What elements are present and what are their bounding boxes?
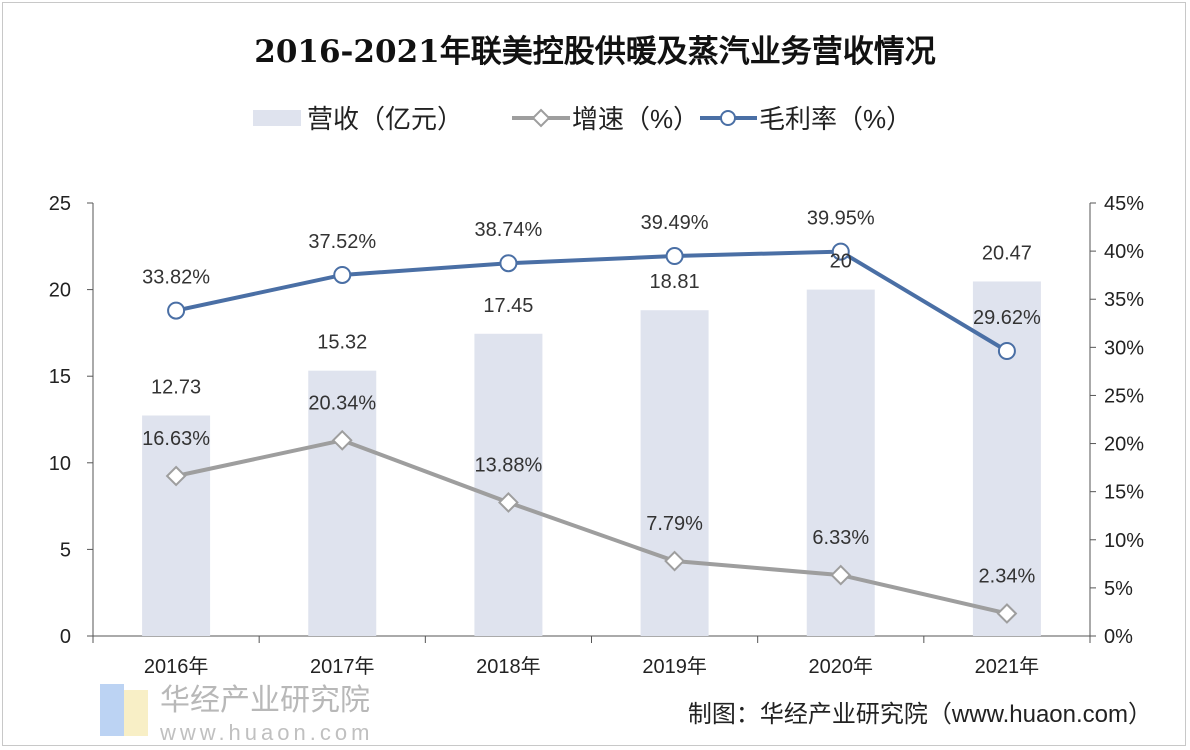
y-right-tick-label: 20% xyxy=(1104,434,1144,456)
margin-point xyxy=(997,341,1016,360)
growth-point xyxy=(996,603,1018,624)
margin-point xyxy=(831,242,850,261)
y-right-tick-label: 30% xyxy=(1104,337,1144,359)
legend-circle-icon xyxy=(720,110,736,126)
x-tick-label: 2018年 xyxy=(476,655,541,678)
growth-point xyxy=(664,550,685,572)
margin-point xyxy=(665,247,684,266)
x-tick-label: 2021年 xyxy=(975,655,1040,678)
margin-label: 29.62% xyxy=(973,307,1041,329)
watermark: 华经产业研究院 www.huaon.com xyxy=(100,684,373,745)
legend-swatch-revenue xyxy=(253,110,301,126)
growth-label: 20.34% xyxy=(308,392,376,414)
y-left-tick-label: 20 xyxy=(49,280,71,302)
bar-revenue xyxy=(474,333,543,636)
growth-label: 6.33% xyxy=(812,527,869,549)
watermark-text: 华经产业研究院 xyxy=(160,684,370,717)
y-right-tick-label: 5% xyxy=(1104,578,1133,600)
margin-label: 39.49% xyxy=(641,212,709,234)
x-tick-label: 2016年 xyxy=(144,655,209,678)
x-tick-label: 2020年 xyxy=(809,655,874,678)
line-growth xyxy=(175,438,1008,616)
bar-revenue xyxy=(972,281,1041,636)
growth-point xyxy=(331,429,353,451)
growth-point xyxy=(498,492,519,513)
bar-label: 15.32 xyxy=(317,332,367,354)
watermark-logo-yellow xyxy=(124,690,148,736)
margin-point xyxy=(167,301,186,320)
growth-label: 7.79% xyxy=(646,513,703,535)
bar-label: 12.73 xyxy=(151,377,201,399)
x-tick-label: 2017年 xyxy=(310,655,375,678)
y-right-tick-label: 40% xyxy=(1104,241,1144,263)
y-right-tick-label: 25% xyxy=(1104,385,1144,407)
y-left-tick-label: 25 xyxy=(49,193,71,215)
legend-label-growth: 增速（%） xyxy=(572,104,699,134)
margin-label: 39.95% xyxy=(807,208,875,230)
margin-point xyxy=(499,254,518,273)
growth-label: 13.88% xyxy=(474,454,542,476)
x-tick-label: 2019年 xyxy=(642,655,707,678)
legend-diamond-icon xyxy=(531,108,551,128)
line-margin xyxy=(175,249,1008,353)
bar-revenue xyxy=(308,370,377,636)
y-right-tick-label: 15% xyxy=(1104,482,1144,504)
y-right-tick-label: 10% xyxy=(1104,530,1144,552)
watermark-url: www.huaon.com xyxy=(159,720,373,745)
data-labels: 12.73 15.32 17.45 18.81 20 20.47 16.63% 20.34% 1… xyxy=(142,208,1041,588)
margin-point xyxy=(333,265,352,284)
y-right-tick-label: 45% xyxy=(1104,193,1144,215)
footer-source: 制图：华经产业研究院（www.huaon.com） xyxy=(688,701,1152,728)
chart-title: 2016-2021年联美控股供暖及蒸汽业务营收情况 xyxy=(254,34,935,70)
legend-label-revenue: 营收（亿元） xyxy=(307,104,463,134)
bar-revenue xyxy=(142,415,211,636)
y-left-tick-label: 15 xyxy=(49,366,71,388)
y-left-tick-label: 10 xyxy=(49,453,71,475)
legend: 营收（亿元） 增速（%） 毛利率（%） xyxy=(253,104,912,134)
axes: 0 5 10 15 20 25 0% 5% 10% 15% 20% 25% 30% 35% 40% 45% 20… xyxy=(49,193,1144,678)
bar-label: 20 xyxy=(830,251,852,273)
y-right-tick-label: 0% xyxy=(1104,626,1133,648)
growth-point xyxy=(165,465,187,487)
bar-label: 18.81 xyxy=(650,271,700,293)
y-left-tick-label: 5 xyxy=(60,539,71,561)
bar-label: 17.45 xyxy=(483,295,533,317)
bars xyxy=(142,281,1041,636)
margin-label: 38.74% xyxy=(474,219,542,241)
growth-label: 2.34% xyxy=(979,565,1036,587)
lines xyxy=(165,242,1018,624)
y-left-tick-label: 0 xyxy=(60,626,71,648)
bar-revenue xyxy=(640,310,709,636)
margin-label: 33.82% xyxy=(142,267,210,289)
growth-point xyxy=(830,564,852,586)
growth-label: 16.63% xyxy=(142,428,210,450)
legend-label-margin: 毛利率（%） xyxy=(759,104,912,134)
y-right-tick-label: 35% xyxy=(1104,289,1144,311)
watermark-logo-blue xyxy=(100,684,124,736)
margin-label: 37.52% xyxy=(308,231,376,253)
bar-label: 20.47 xyxy=(982,242,1032,264)
